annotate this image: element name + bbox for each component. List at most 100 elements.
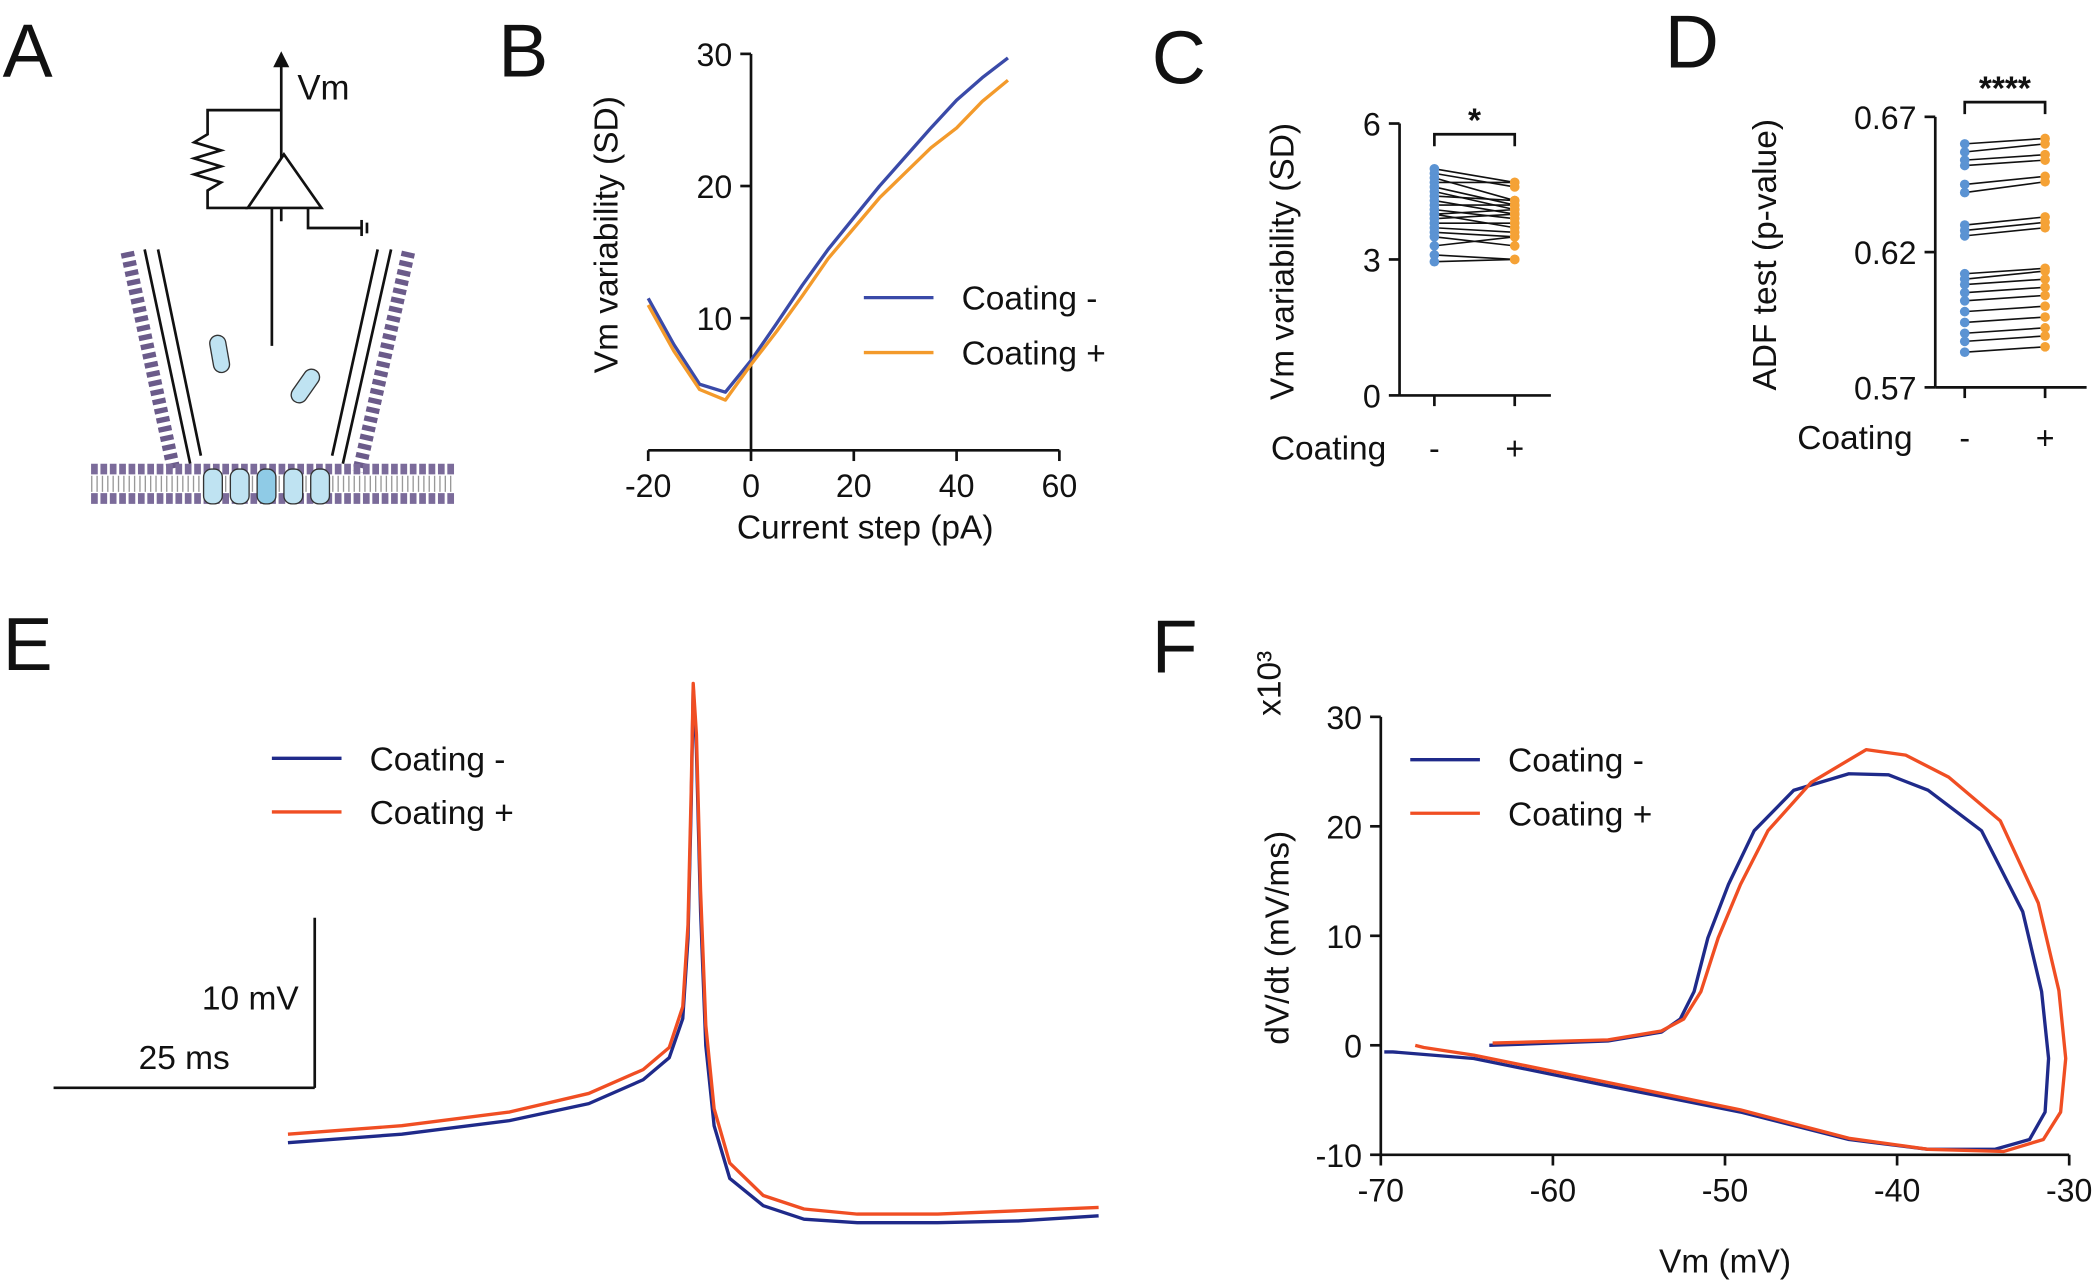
dot [1959,279,1970,290]
y-tick-label: 6 [1363,107,1381,143]
pair-line [1434,190,1515,211]
dot [2040,274,2050,284]
y-axis-label: Vm variability (SD) [588,96,625,373]
molecule [209,334,231,374]
x-tick-label: -20 [625,468,671,504]
x-axis-label: Current step (pA) [737,510,994,547]
significance-label: * [1468,103,1481,140]
pair-line [1434,236,1515,247]
pair-line [1964,216,2046,226]
dot [1959,317,1970,328]
series-line [646,56,1009,394]
dot [1959,147,1970,157]
dot [1959,328,1970,339]
pair-line [1434,231,1515,238]
x-tick-label: + [1505,431,1524,467]
dot [1959,231,1970,241]
significance-bracket [1433,132,1517,147]
x-tick-label: 20 [836,468,872,504]
dot [1959,306,1970,317]
x-axis-label: Coating [1797,420,1912,457]
dot [2040,282,2050,293]
pair-line [1964,327,2046,335]
y-multiplier: x10³ [1251,651,1288,716]
dot [2040,176,2050,187]
x-tick-label: 40 [939,468,975,504]
pair-line [1434,258,1515,263]
series-line [646,78,1010,402]
pair-line [1434,213,1515,220]
scale-bar-label: 10 mV [202,980,299,1017]
legend-label: Coating + [1508,796,1652,833]
y-axis-label: dV/dt (mV/ms) [1259,831,1296,1045]
dot [1509,218,1520,229]
pair-line [1964,294,2046,302]
pipette-wall [143,249,192,464]
dot [1959,187,1970,198]
dot [2040,331,2050,341]
pair-line [1434,199,1515,215]
y-axis-label: ADF test (p-value) [1747,119,1784,391]
legend-label: Coating - [962,281,1098,318]
dot [1959,336,1970,347]
pipette-wall [330,249,379,456]
pair-line [1434,226,1515,234]
pair-line [1964,316,2046,324]
x-tick-label: -50 [1702,1173,1748,1209]
pair-line [1434,208,1515,220]
pair-line [1964,305,2046,313]
pair-line [1434,172,1515,188]
pair-line [1434,254,1515,261]
dot [2040,155,2050,165]
y-tick-label: 0 [1363,378,1381,414]
x-tick-label: 60 [1042,468,1078,504]
ground-wire [306,207,362,230]
pair-line [1964,335,2046,343]
dot [2040,301,2050,312]
y-tick-label: 0.67 [1854,100,1917,136]
dot [2040,323,2050,333]
y-tick-label: 0.57 [1854,370,1917,406]
dot [1959,287,1970,298]
pair-line [1434,213,1515,229]
y-tick-label: 3 [1363,243,1381,279]
panel-label: B [498,9,548,93]
dot [1509,254,1520,265]
channel [310,468,331,505]
pair-line [1434,186,1515,206]
series-line [1384,772,2051,1151]
y-tick-label: 20 [697,169,733,205]
legend-label: Coating - [1508,743,1644,780]
dot [2040,222,2050,233]
y-tick-label: 20 [1326,809,1362,845]
pair-line [1964,175,2046,186]
y-tick-label: 30 [1326,700,1362,736]
x-tick-label: -60 [1530,1173,1576,1209]
x-tick-label: - [1959,420,1970,456]
dot [1509,231,1520,242]
pair-line [1964,143,2046,153]
pair-line [1964,267,2046,275]
pair-line [1964,278,2046,286]
dot [2040,266,2050,276]
y-tick-label: 10 [697,301,733,337]
y-tick-label: 0.62 [1854,235,1917,271]
output-label: Vm [297,68,349,107]
x-tick-label: -70 [1358,1173,1404,1209]
feedback-resistor [189,108,282,210]
right-pipette [330,249,416,474]
panel-label: F [1152,605,1198,689]
pair-line [1964,286,2046,294]
dot [2040,290,2050,301]
dot [2040,139,2050,149]
panel-label: C [1152,15,1206,99]
dot [1429,241,1440,251]
patch-clamp-diagram: A Vm [3,9,456,505]
legend-label: Coating + [370,795,514,832]
legend-label: Coating + [962,336,1106,373]
pair-line [1964,345,2046,353]
pair-line [1964,221,2046,232]
y-tick-label: 10 [1326,919,1362,955]
dot [1959,160,1970,171]
